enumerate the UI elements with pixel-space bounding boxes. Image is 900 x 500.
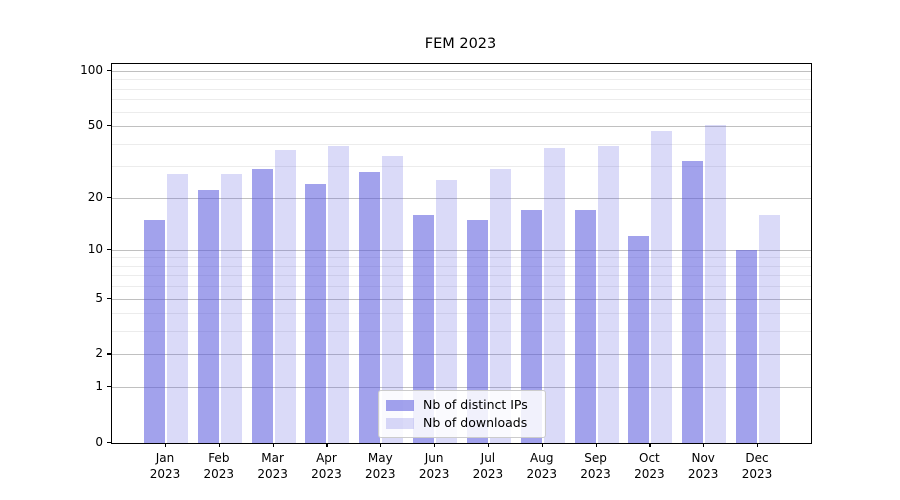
minor-gridline-8 [112,265,811,267]
x-tick-label-jun: Jun 2023 [418,451,450,481]
legend: Nb of distinct IPs Nb of downloads [378,390,546,438]
x-tick-mark-jan [165,443,167,448]
major-gridline-100 [112,70,811,72]
x-tick-mark-sep [595,443,597,448]
minor-gridline-40 [112,143,811,145]
bar-nb-of-downloads-may [382,156,404,443]
x-tick-mark-may [380,443,382,448]
y-tick-label-20: 20 [87,189,103,204]
x-tick-label-may: May 2023 [364,451,396,481]
major-gridline-1 [112,387,811,389]
bar-nb-of-distinct-ips-dec [736,249,758,443]
bar-nb-of-distinct-ips-jun [413,214,435,443]
bar-nb-of-downloads-jun [436,180,458,443]
x-tick-label-feb: Feb 2023 [203,451,235,481]
x-tick-mark-aug [541,443,543,448]
major-gridline-2 [112,354,811,356]
x-tick-label-nov: Nov 2023 [687,451,719,481]
bar-nb-of-downloads-apr [328,145,350,443]
minor-gridline-7 [112,275,811,277]
legend-entry-downloads: Nb of downloads [386,415,537,431]
x-tick-mark-oct [649,443,651,448]
y-tick-label-10: 10 [87,241,103,256]
y-tick-label-5: 5 [95,290,103,305]
y-tick-mark-0 [107,442,111,444]
y-tick-mark-20 [107,196,111,198]
minor-gridline-80 [112,88,811,90]
y-tick-label-100: 100 [80,62,103,77]
bar-nb-of-downloads-dec [759,214,781,443]
x-tick-label-dec: Dec 2023 [741,451,773,481]
y-tick-mark-1 [107,386,111,388]
bar-nb-of-downloads-jan [167,174,188,443]
bar-nb-of-distinct-ips-may [359,171,381,443]
legend-swatch-downloads [386,417,414,429]
bar-nb-of-distinct-ips-apr [305,183,327,443]
x-tick-label-apr: Apr 2023 [311,451,342,481]
y-tick-label-1: 1 [95,379,103,394]
y-tick-label-50: 50 [87,118,103,133]
x-tick-mark-jul [487,443,490,448]
minor-gridline-30 [112,166,811,168]
x-tick-label-aug: Aug 2023 [526,451,557,481]
bar-nb-of-distinct-ips-jan [144,219,165,443]
major-gridline-20 [112,197,811,199]
bar-nb-of-distinct-ips-jul [466,219,488,443]
minor-gridline-70 [112,99,811,101]
major-gridline-50 [112,126,811,128]
bar-nb-of-downloads-nov [705,124,727,443]
x-tick-label-sep: Sep 2023 [580,451,611,481]
x-tick-mark-jun [434,443,436,448]
bar-nb-of-distinct-ips-aug [520,210,542,443]
x-tick-label-jul: Jul 2023 [472,451,504,481]
y-tick-mark-50 [107,125,111,127]
x-tick-mark-dec [757,443,759,448]
y-tick-mark-100 [107,69,111,72]
minor-gridline-9 [112,257,811,259]
x-tick-mark-feb [218,443,220,448]
minor-gridline-90 [112,79,811,81]
y-tick-label-0: 0 [95,435,103,449]
x-tick-label-jan: Jan 2023 [149,451,181,481]
bar-nb-of-downloads-jul [489,168,511,443]
legend-swatch-distinct-ips [386,399,414,411]
x-tick-mark-nov [703,443,705,448]
bar-nb-of-downloads-oct [651,130,673,443]
bar-nb-of-downloads-feb [220,174,242,443]
x-tick-label-oct: Oct 2023 [634,451,665,481]
bar-nb-of-distinct-ips-mar [251,168,273,443]
y-tick-label-2: 2 [95,346,103,361]
bar-nb-of-downloads-sep [597,145,619,443]
minor-gridline-3 [112,331,811,333]
x-tick-mark-apr [326,443,328,448]
y-tick-mark-10 [107,248,111,250]
minor-gridline-4 [112,313,811,315]
legend-entry-distinct-ips: Nb of distinct IPs [386,397,537,413]
bar-nb-of-downloads-aug [543,147,565,443]
minor-gridline-60 [112,111,811,113]
bar-nb-of-distinct-ips-oct [628,236,650,443]
plot-area [111,63,812,444]
minor-gridline-6 [112,286,811,288]
major-gridline-10 [112,249,811,251]
y-tick-mark-5 [107,297,111,299]
major-gridline-5 [112,298,811,300]
legend-label-downloads: Nb of downloads [423,415,528,430]
x-tick-mark-mar [272,443,274,448]
bar-nb-of-downloads-mar [274,149,296,443]
bar-nb-of-distinct-ips-feb [197,190,219,443]
bar-nb-of-distinct-ips-sep [574,210,596,443]
chart-title: FEM 2023 [424,36,497,52]
legend-label-distinct-ips: Nb of distinct IPs [423,397,528,412]
bar-nb-of-distinct-ips-nov [682,161,704,443]
y-tick-mark-2 [107,353,111,355]
x-tick-label-mar: Mar 2023 [257,451,288,481]
